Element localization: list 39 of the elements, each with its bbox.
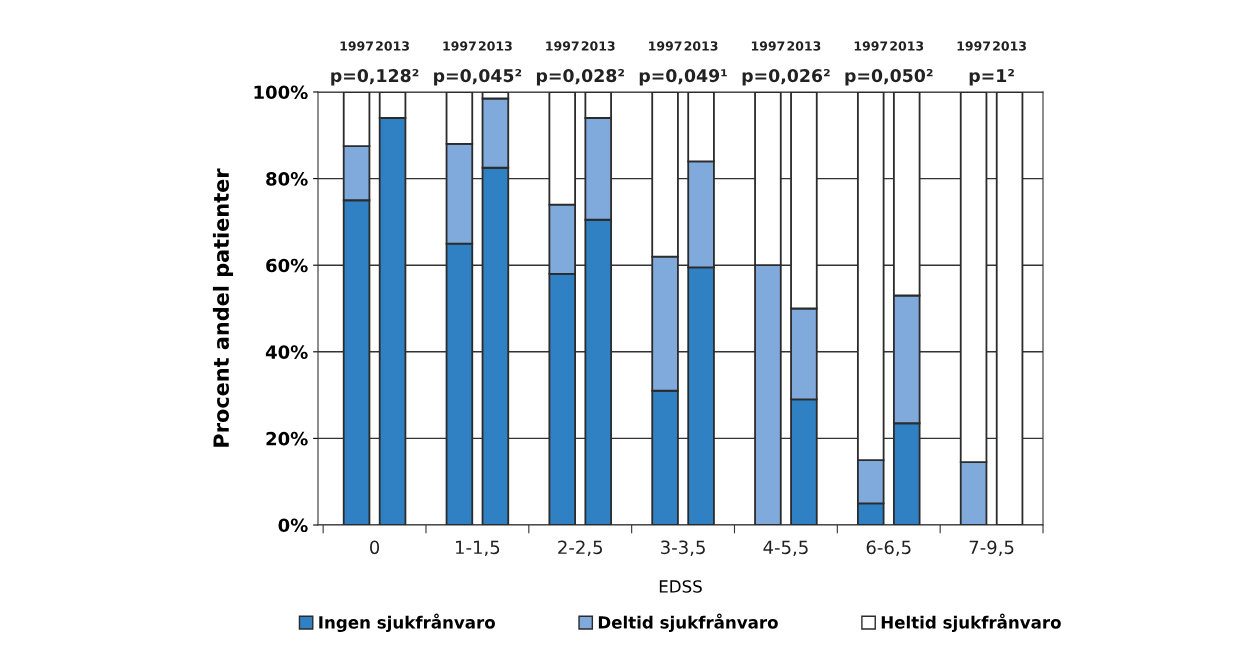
text: 6-6,5: [866, 540, 911, 556]
x-tick-label: 2013: [581, 41, 615, 51]
x-tick-label: 1997: [957, 41, 990, 51]
y-tick-label: 20%: [266, 431, 308, 446]
x-tick-label: 2013: [787, 41, 821, 51]
x-axis-title: EDSS: [659, 580, 702, 593]
x-tick-label: 2013: [684, 41, 718, 51]
text: 7-9,5: [969, 540, 1014, 556]
text: 2-2,5: [558, 540, 603, 556]
text: p=0,045²: [434, 69, 522, 86]
text: p=1²: [969, 69, 1014, 86]
y-tick-label: 100%: [254, 85, 308, 100]
x-tick-label: 1997: [751, 41, 785, 51]
y-tick-label: 80%: [266, 172, 308, 186]
y-axis-title: Procent andel patienter: [212, 168, 234, 447]
text: 0: [370, 540, 380, 555]
x-tick-label: 1997: [649, 41, 682, 51]
legend-label: Deltid sjukfrånvaro: [598, 613, 778, 633]
y-tick-label: 60%: [266, 258, 308, 273]
text: p=0,049¹: [639, 69, 727, 86]
x-tick-label: 2013: [993, 41, 1026, 51]
text: 3-3,5: [661, 540, 705, 556]
x-tick-label: 1997: [340, 41, 373, 51]
y-tick-label: 40%: [265, 345, 308, 359]
text: p=0,050²: [845, 69, 933, 86]
x-tick-label: 2013: [890, 41, 924, 51]
legend-label: Ingen sjukfrånvaro: [319, 613, 495, 633]
x-tick-label: 1997: [854, 41, 888, 51]
text: p=0,128²: [331, 69, 419, 86]
text: 4-5,5: [763, 540, 808, 556]
x-tick-label: 2013: [478, 41, 512, 51]
text: p=0,026²: [742, 69, 830, 86]
x-tick-label: 2013: [376, 41, 409, 51]
x-tick-label: 1997: [546, 41, 579, 51]
text: p=0,028²: [536, 69, 625, 86]
x-tick-label: 1997: [443, 41, 476, 51]
y-tick-label: 0%: [278, 518, 308, 533]
legend-label: Heltid sjukfrånvaro: [881, 613, 1061, 633]
text: 1-1,5: [456, 540, 500, 556]
